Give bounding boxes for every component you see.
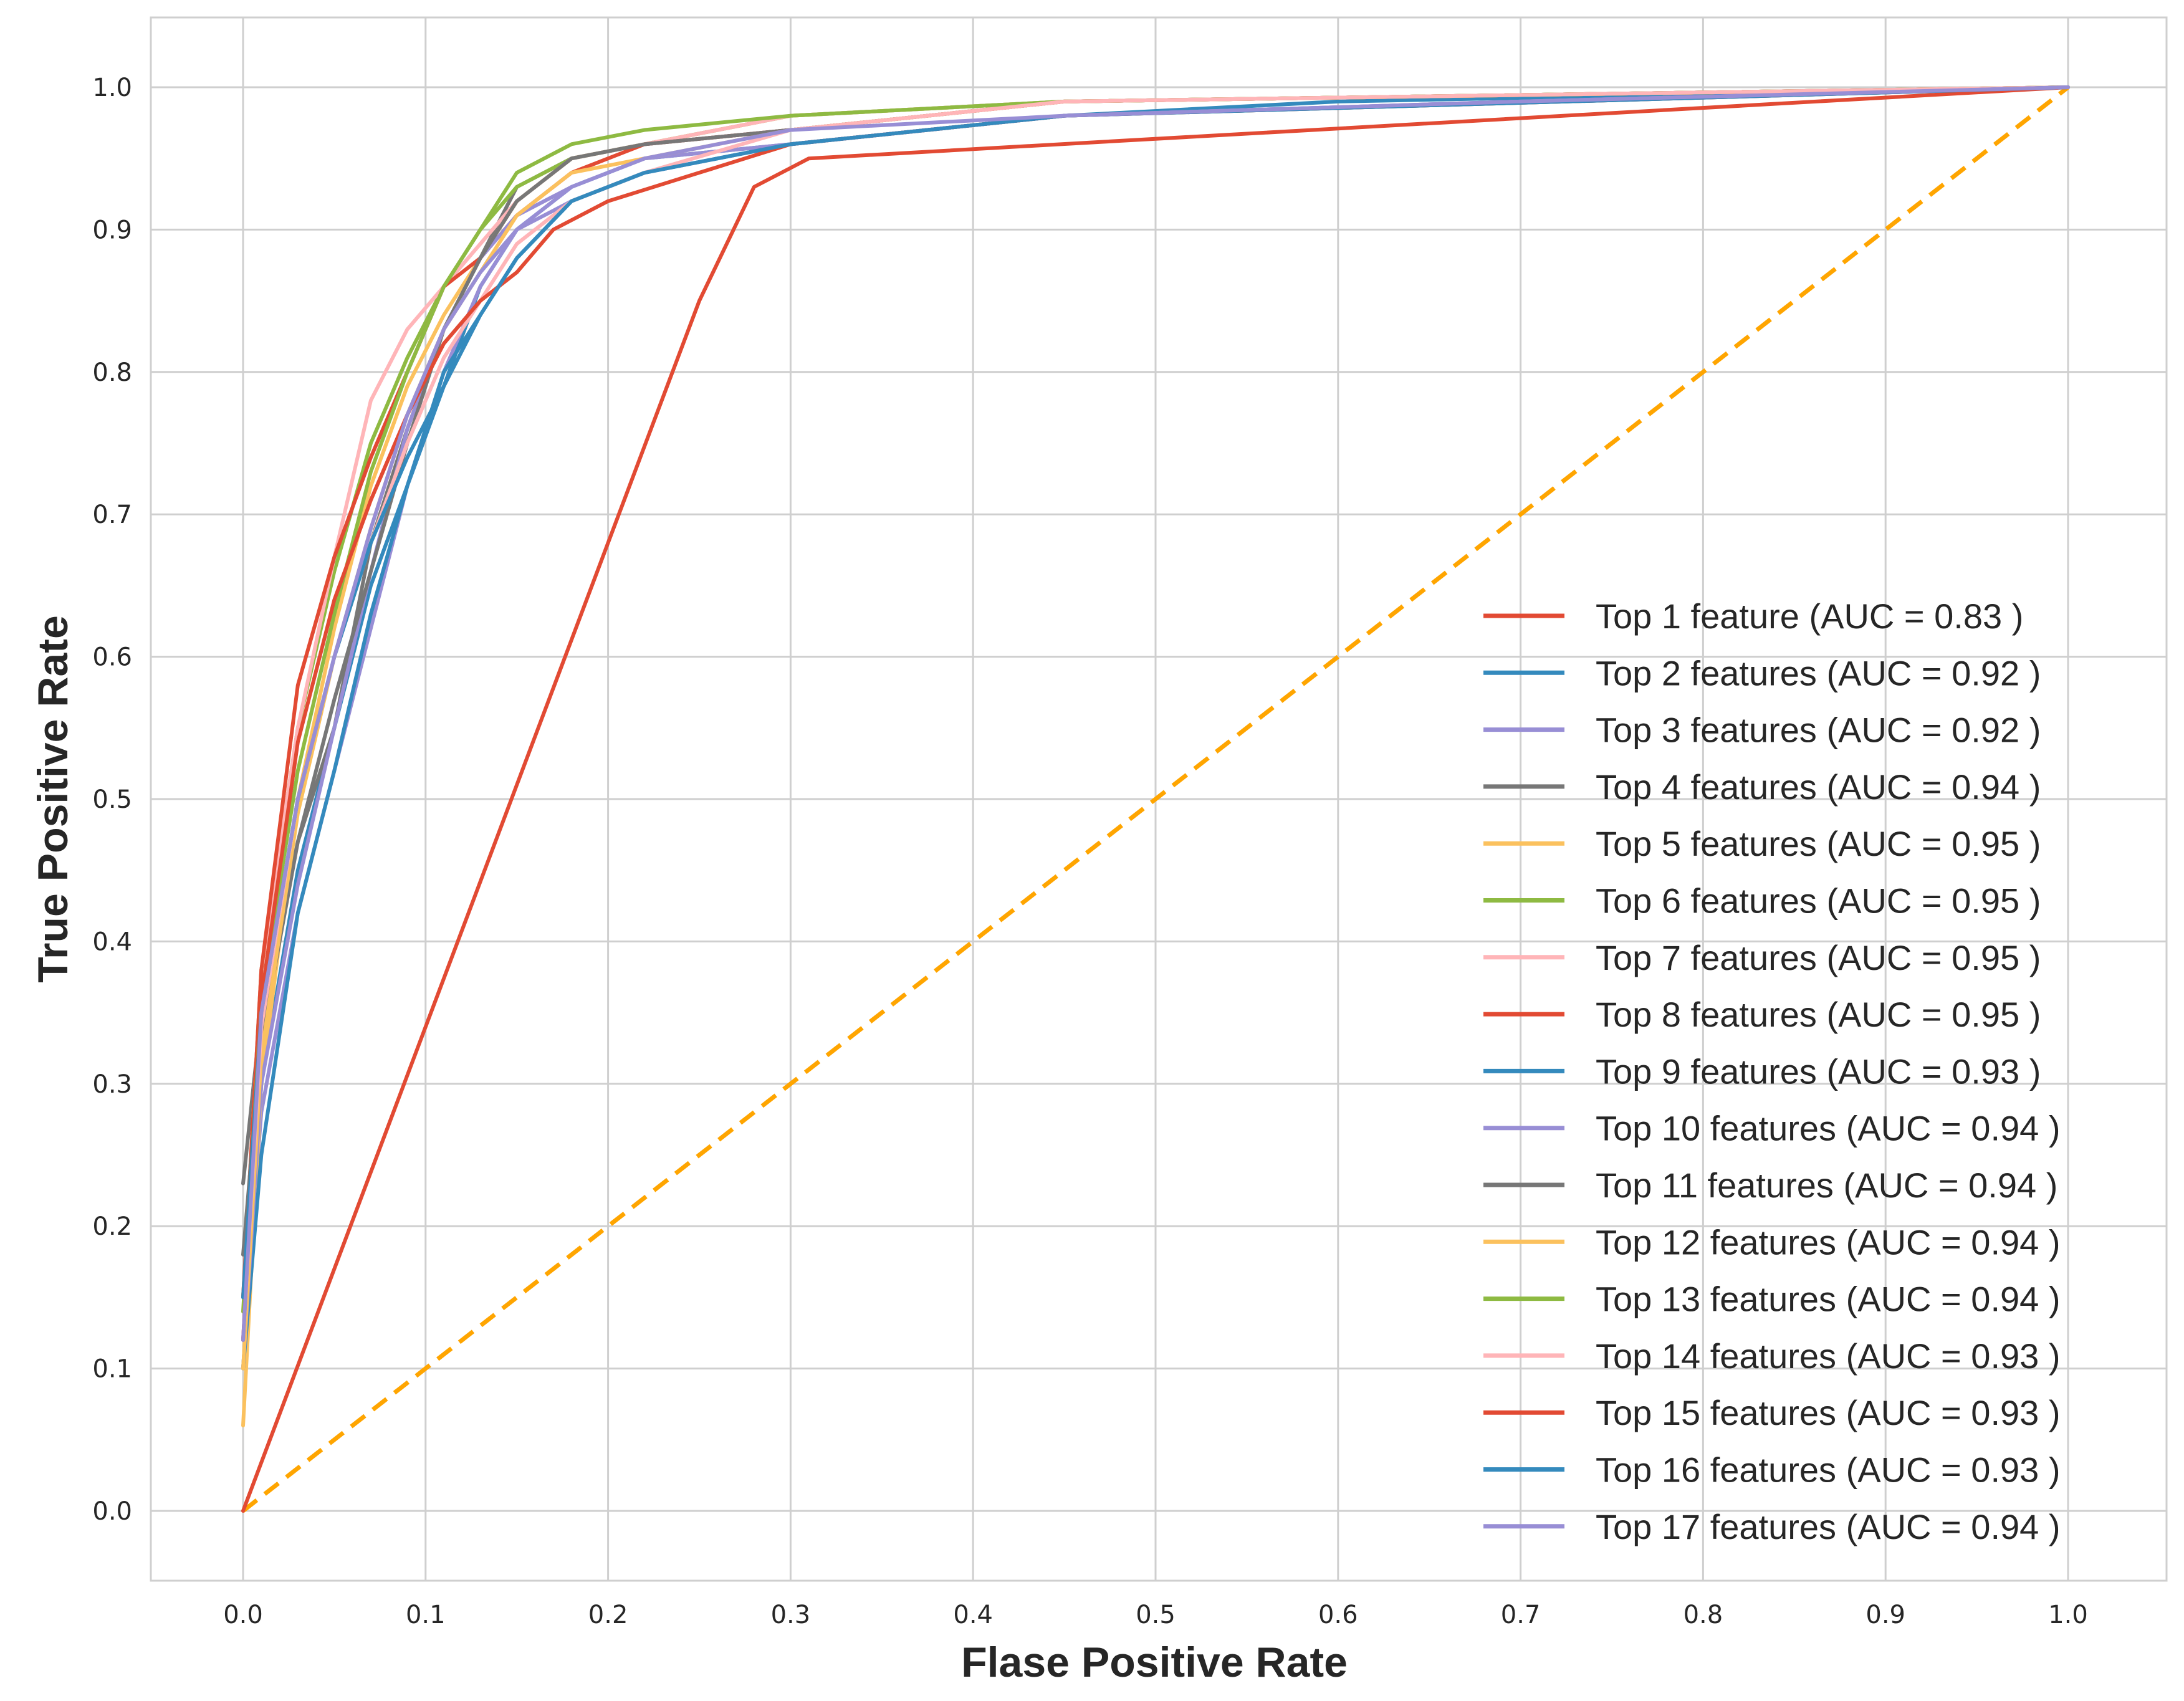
y-tick-label: 0.7 bbox=[92, 501, 132, 529]
y-tick-label: 0.4 bbox=[92, 927, 132, 956]
legend-label-9: Top 9 features (AUC = 0.93 ) bbox=[1596, 1052, 2041, 1091]
y-tick-label: 0.1 bbox=[92, 1355, 132, 1384]
reference-diagonal-line bbox=[241, 85, 2070, 1513]
y-tick-label: 0.3 bbox=[92, 1070, 132, 1099]
legend-label-4: Top 4 features (AUC = 0.94 ) bbox=[1596, 767, 2041, 807]
series-line-15 bbox=[241, 85, 2070, 1342]
y-tick-label: 0.8 bbox=[92, 358, 132, 387]
legend-label-7: Top 7 features (AUC = 0.95 ) bbox=[1596, 938, 2041, 977]
legend-label-16: Top 16 features (AUC = 0.93 ) bbox=[1596, 1450, 2061, 1490]
legend: Top 1 feature (AUC = 0.83 ) Top 2 feature… bbox=[1483, 597, 2061, 1546]
legend-label-11: Top 11 features (AUC = 0.94 ) bbox=[1596, 1166, 2057, 1205]
x-tick-label: 0.7 bbox=[1501, 1601, 1541, 1629]
legend-label-10: Top 10 features (AUC = 0.94 ) bbox=[1596, 1109, 2061, 1148]
y-tick-label: 0.9 bbox=[92, 216, 132, 244]
x-tick-label: 0.0 bbox=[223, 1601, 263, 1629]
series-lines bbox=[241, 85, 2070, 1513]
x-tick-label: 0.8 bbox=[1684, 1601, 1723, 1629]
x-tick-label: 0.3 bbox=[771, 1601, 811, 1629]
x-tick-label: 0.4 bbox=[953, 1601, 993, 1629]
y-tick-label: 0.0 bbox=[92, 1497, 132, 1526]
x-tick-label: 0.6 bbox=[1318, 1601, 1358, 1629]
legend-label-2: Top 2 features (AUC = 0.92 ) bbox=[1596, 653, 2041, 692]
y-axis-title: True Positive Rate bbox=[29, 615, 77, 983]
y-tick-label: 0.5 bbox=[92, 785, 132, 814]
x-tick-label: 0.2 bbox=[588, 1601, 628, 1629]
y-tick-label: 0.2 bbox=[92, 1212, 132, 1241]
x-tick-label: 0.9 bbox=[1866, 1601, 1905, 1629]
series-line-17 bbox=[241, 85, 2070, 1342]
series-line-7 bbox=[241, 85, 2070, 1300]
reference-line-group bbox=[241, 85, 2070, 1513]
plot-frame bbox=[150, 16, 2168, 1582]
legend-label-14: Top 14 features (AUC = 0.93 ) bbox=[1596, 1336, 2061, 1376]
x-tick-label: 1.0 bbox=[2048, 1601, 2088, 1629]
x-tick-label: 0.1 bbox=[406, 1601, 446, 1629]
y-tick-label: 0.6 bbox=[92, 643, 132, 672]
legend-label-13: Top 13 features (AUC = 0.94 ) bbox=[1596, 1280, 2061, 1319]
series-line-1 bbox=[241, 85, 2070, 1513]
legend-label-5: Top 5 features (AUC = 0.95 ) bbox=[1596, 824, 2041, 863]
legend-label-8: Top 8 features (AUC = 0.95 ) bbox=[1596, 995, 2041, 1034]
y-tick-label: 1.0 bbox=[92, 74, 132, 102]
x-tick-label: 0.5 bbox=[1136, 1601, 1176, 1629]
legend-label-17: Top 17 features (AUC = 0.94 ) bbox=[1596, 1507, 2061, 1546]
legend-label-12: Top 12 features (AUC = 0.94 ) bbox=[1596, 1222, 2061, 1262]
legend-label-6: Top 6 features (AUC = 0.95 ) bbox=[1596, 881, 2041, 921]
legend-label-3: Top 3 features (AUC = 0.92 ) bbox=[1596, 711, 2041, 750]
y-tick-labels: 0.0 0.1 0.2 0.3 0.4 0.5 0.6 0.7 0.8 0.9 1.0 bbox=[92, 74, 132, 1526]
x-axis-title: Flase Positive Rate bbox=[961, 1639, 1348, 1686]
series-line-13 bbox=[241, 85, 2070, 1314]
legend-label-1: Top 1 feature (AUC = 0.83 ) bbox=[1596, 597, 2023, 636]
series-line-11 bbox=[241, 85, 2070, 1257]
legend-label-15: Top 15 features (AUC = 0.93 ) bbox=[1596, 1393, 2061, 1432]
grid bbox=[151, 17, 2167, 1581]
x-tick-labels: 0.0 0.1 0.2 0.3 0.4 0.5 0.6 0.7 0.8 0.9 1.0 bbox=[223, 1601, 2088, 1629]
